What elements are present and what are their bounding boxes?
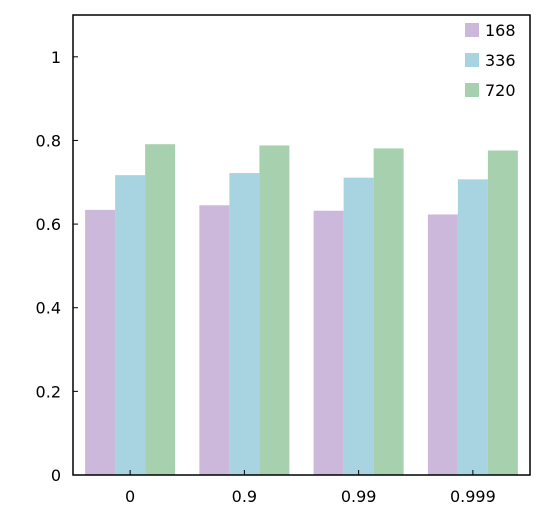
x-tick-label: 0.999: [450, 487, 496, 506]
legend: 168 336 720: [465, 21, 516, 100]
legend-swatch-720: [465, 83, 479, 97]
bar-336-0: [115, 175, 146, 475]
legend-swatch-168: [465, 23, 479, 37]
y-tick-label: 0.4: [36, 299, 61, 318]
bar-336-0.99: [343, 177, 374, 475]
bars-layer: [85, 144, 518, 476]
y-tick-label: 0.6: [36, 215, 61, 234]
bar-720-0.999: [487, 150, 518, 475]
bar-336-0.9: [229, 173, 260, 475]
bar-720-0.9: [259, 145, 290, 476]
x-tick-label: 0.99: [341, 487, 377, 506]
bar-720-0.99: [373, 148, 404, 475]
bar-168-0: [85, 209, 116, 475]
plot-frame: [72, 14, 531, 476]
y-tick-label: 0.8: [36, 131, 61, 150]
x-tick-label: 0: [125, 487, 135, 506]
bar-336-0.999: [457, 179, 488, 475]
legend-swatch-336: [465, 53, 479, 67]
bar-168-0.99: [313, 210, 344, 475]
bar-720-0: [145, 144, 176, 475]
x-axis: 0 0.9 0.99 0.999: [125, 470, 496, 506]
legend-label-336: 336: [485, 51, 516, 70]
legend-label-168: 168: [485, 21, 516, 40]
legend-label-720: 720: [485, 81, 516, 100]
x-tick-label: 0.9: [232, 487, 257, 506]
y-tick-label: 0: [51, 466, 61, 485]
bar-168-0.9: [199, 205, 230, 476]
bar-168-0.999: [427, 214, 458, 476]
y-tick-label: 1: [51, 48, 61, 67]
y-tick-label: 0.2: [36, 382, 61, 401]
y-axis: 0 0.2 0.4 0.6 0.8 1: [36, 48, 78, 485]
